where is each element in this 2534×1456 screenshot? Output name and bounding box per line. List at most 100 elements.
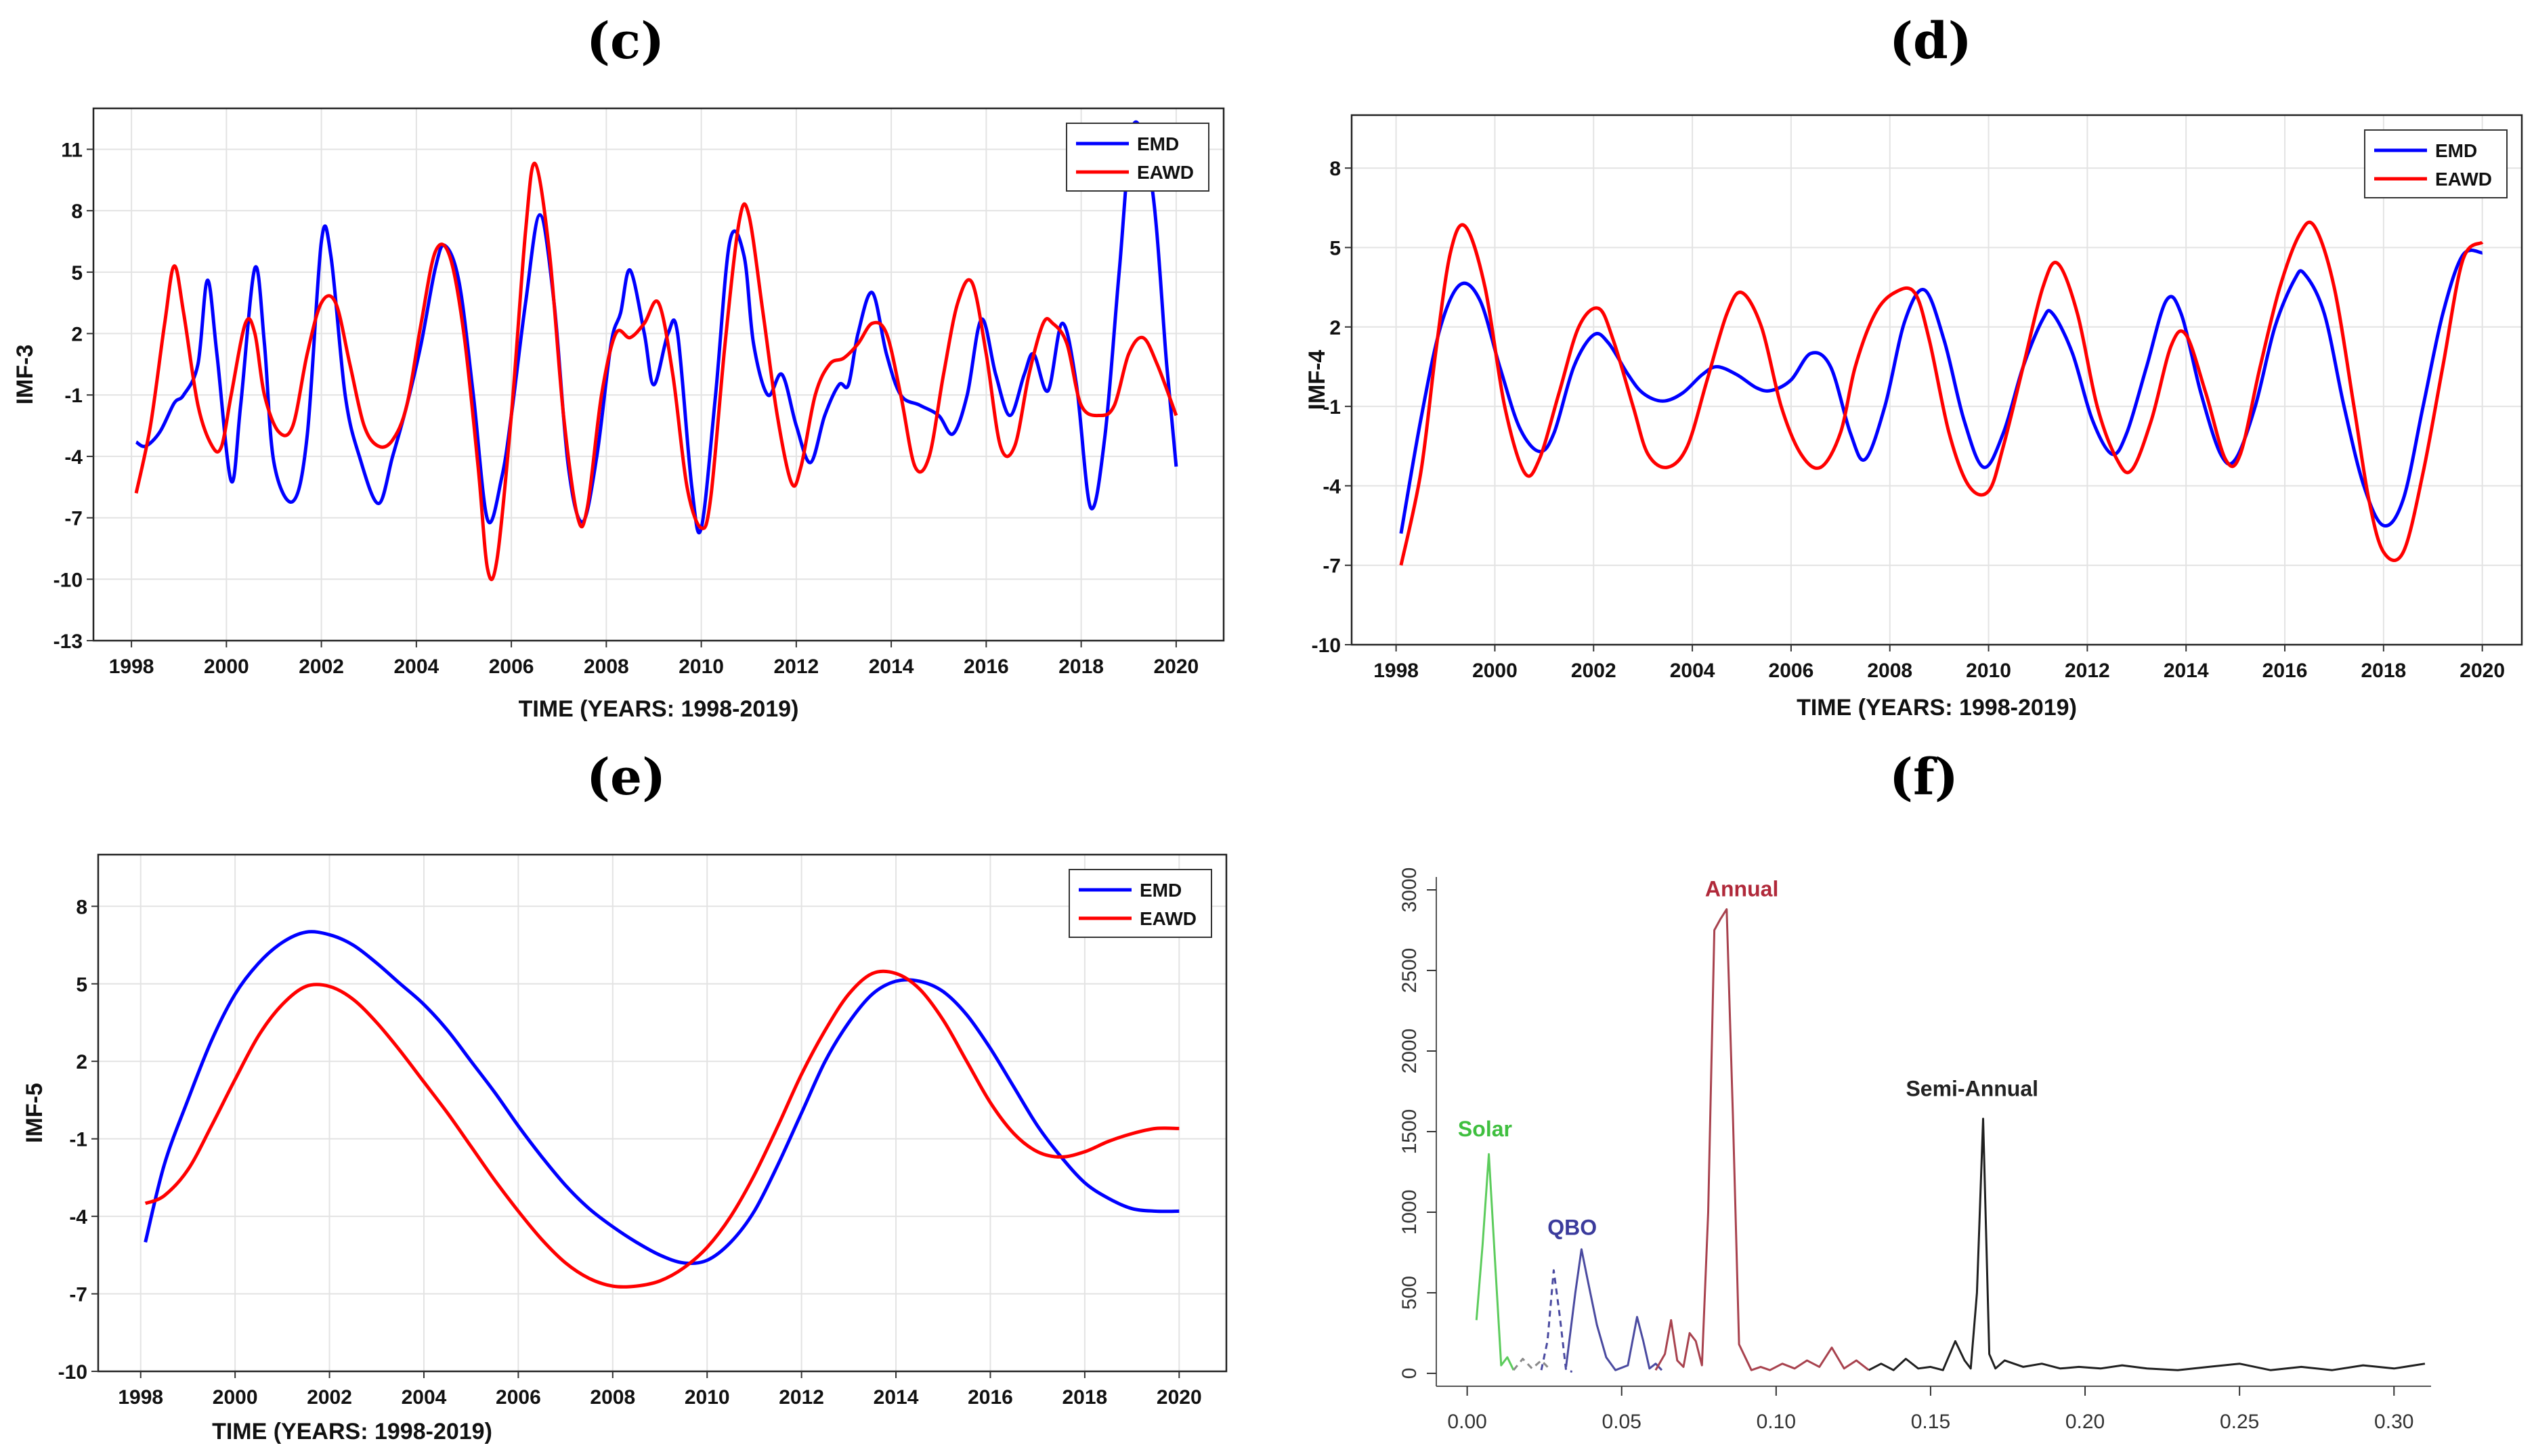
panel-c: (c) 1998 2000 2002 2004 2006 2008 2010 2012 2014… bbox=[0, 0, 1267, 728]
x-axis-label: TIME (YEARS: 1998-2019) bbox=[212, 1419, 492, 1444]
panel-title-c: (c) bbox=[586, 12, 665, 70]
legend-box bbox=[1066, 123, 1209, 192]
x-tick-label: 2008 bbox=[1867, 660, 1912, 682]
chart-c: 1998 2000 2002 2004 2006 2008 2010 2012 2014 2016… bbox=[12, 107, 1225, 722]
y-tick-label: 5 bbox=[1329, 238, 1341, 260]
x-tick-label: 2018 bbox=[1062, 1386, 1108, 1409]
y-tick-label: -1 bbox=[1323, 396, 1341, 419]
x-tick-label: 0.25 bbox=[2220, 1411, 2259, 1433]
legend-label-emd: EMD bbox=[1140, 880, 1182, 901]
y-axis-label: IMF-4 bbox=[1304, 350, 1330, 410]
y-tick-label: -7 bbox=[64, 508, 83, 530]
y-tick-label: -4 bbox=[1323, 475, 1341, 498]
y-tick-label: 1500 bbox=[1398, 1109, 1421, 1155]
y-tick-label: 1000 bbox=[1398, 1190, 1421, 1235]
x-tick-label: 2020 bbox=[2460, 660, 2505, 682]
series-line-eawd bbox=[144, 969, 1180, 1289]
x-tick-label: 2000 bbox=[213, 1386, 258, 1409]
x-tick-label: 2004 bbox=[1670, 660, 1715, 682]
y-tick-label: 2000 bbox=[1398, 1029, 1421, 1074]
chart-f: 0.00 0.05 0.10 0.15 0.20 0.25 0.30 0 500 1000 1500… bbox=[1398, 868, 2431, 1433]
x-tick-label: 0.10 bbox=[1757, 1411, 1796, 1433]
y-tick-label: 0 bbox=[1398, 1368, 1421, 1379]
x-tick-label: 2012 bbox=[773, 656, 819, 678]
y-tick-label: -13 bbox=[53, 630, 83, 653]
legend-box bbox=[1069, 869, 1212, 938]
x-tick-label: 2000 bbox=[1472, 660, 1518, 682]
series-line-qbo bbox=[1565, 1248, 1663, 1371]
chart-d: 1998 2000 2002 2004 2006 2008 2010 2012 2014 2016… bbox=[1304, 114, 2523, 721]
panel-title-d: (d) bbox=[1889, 12, 1972, 70]
y-tick-label: 2500 bbox=[1398, 948, 1421, 993]
y-axis-label: IMF-3 bbox=[12, 345, 38, 405]
panel-e: (e) 1998 2000 2002 2004 2006 2008 2010 2012 2014… bbox=[0, 728, 1267, 1456]
annotation-qbo: QBO bbox=[1547, 1215, 1597, 1239]
legend-box bbox=[2364, 129, 2508, 198]
y-tick-label: -10 bbox=[53, 569, 83, 591]
y-tick-label: 8 bbox=[1329, 158, 1341, 180]
x-tick-label: 0.00 bbox=[1447, 1411, 1486, 1433]
x-tick-label: 2014 bbox=[2164, 660, 2209, 682]
x-tick-label: 2012 bbox=[779, 1386, 824, 1409]
series-line-eawd bbox=[1399, 220, 2484, 566]
x-tick-label: 2010 bbox=[685, 1386, 730, 1409]
y-tick-label: 2 bbox=[1329, 317, 1341, 339]
series-line-solar-dashed bbox=[1512, 1358, 1551, 1371]
legend-label-eawd: EAWD bbox=[2435, 169, 2492, 190]
x-tick-label: 0.15 bbox=[1911, 1411, 1950, 1433]
x-tick-label: 1998 bbox=[109, 656, 154, 678]
y-tick-label: 3000 bbox=[1398, 868, 1421, 913]
series-line-emd bbox=[144, 930, 1180, 1265]
y-tick-label: -1 bbox=[69, 1129, 87, 1151]
series-line-eawd bbox=[134, 161, 1178, 582]
y-tick-label: 8 bbox=[71, 200, 83, 223]
y-tick-label: -10 bbox=[1312, 635, 1341, 657]
y-tick-label: 500 bbox=[1398, 1276, 1421, 1310]
series-line-annual bbox=[1654, 908, 1870, 1371]
y-tick-label: 5 bbox=[76, 974, 87, 996]
legend-label-eawd: EAWD bbox=[1137, 162, 1194, 183]
legend-label-emd: EMD bbox=[2435, 140, 2477, 161]
chart-e: 1998 2000 2002 2004 2006 2008 2010 2012 2014 2016… bbox=[22, 853, 1228, 1444]
x-tick-label: 2000 bbox=[204, 656, 249, 678]
panel-title-e: (e) bbox=[586, 748, 666, 807]
x-tick-label: 2004 bbox=[402, 1386, 447, 1409]
x-tick-label: 2002 bbox=[299, 656, 344, 678]
annotation-semi-annual: Semi-Annual bbox=[1906, 1077, 2038, 1101]
x-tick-label: 1998 bbox=[118, 1386, 163, 1409]
y-tick-label: -4 bbox=[64, 446, 83, 469]
y-tick-label: 5 bbox=[71, 262, 83, 284]
x-tick-label: 1998 bbox=[1373, 660, 1419, 682]
x-axis-label: TIME (YEARS: 1998-2019) bbox=[519, 696, 799, 722]
x-tick-label: 2002 bbox=[307, 1386, 352, 1409]
y-tick-label: -7 bbox=[1323, 555, 1341, 578]
x-tick-label: 2006 bbox=[496, 1386, 541, 1409]
x-tick-label: 2014 bbox=[869, 656, 914, 678]
x-tick-label: 2010 bbox=[679, 656, 724, 678]
series-line-semi-annual bbox=[1868, 1117, 2426, 1371]
x-tick-label: 2018 bbox=[2361, 660, 2406, 682]
x-tick-label: 2014 bbox=[874, 1386, 919, 1409]
y-tick-label: 2 bbox=[71, 324, 83, 346]
x-tick-label: 2006 bbox=[1769, 660, 1814, 682]
panel-title-f: (f) bbox=[1889, 748, 1958, 807]
x-axis-label: TIME (YEARS: 1998-2019) bbox=[1797, 695, 2077, 721]
y-tick-label: -4 bbox=[69, 1206, 87, 1228]
y-tick-label: -7 bbox=[69, 1284, 87, 1306]
plot-frame bbox=[1350, 114, 2523, 646]
x-tick-label: 2012 bbox=[2065, 660, 2110, 682]
series-line-qbo-dashed bbox=[1540, 1269, 1573, 1373]
x-tick-label: 2010 bbox=[1966, 660, 2011, 682]
annotation-annual: Annual bbox=[1705, 877, 1778, 901]
legend: EMD EAWD bbox=[1066, 123, 1209, 192]
x-tick-label: 2018 bbox=[1058, 656, 1104, 678]
x-tick-label: 2006 bbox=[489, 656, 534, 678]
x-tick-label: 2016 bbox=[968, 1386, 1013, 1409]
x-tick-label: 2008 bbox=[584, 656, 629, 678]
y-tick-label: -1 bbox=[64, 385, 83, 407]
panel-d: (d) 1998 2000 2002 2004 2006 2008 2010 2012 2014… bbox=[1267, 0, 2534, 728]
legend: EMD EAWD bbox=[2364, 129, 2508, 198]
plot-frame bbox=[97, 853, 1228, 1373]
x-tick-label: 0.20 bbox=[2065, 1411, 2105, 1433]
x-tick-label: 2016 bbox=[964, 656, 1009, 678]
